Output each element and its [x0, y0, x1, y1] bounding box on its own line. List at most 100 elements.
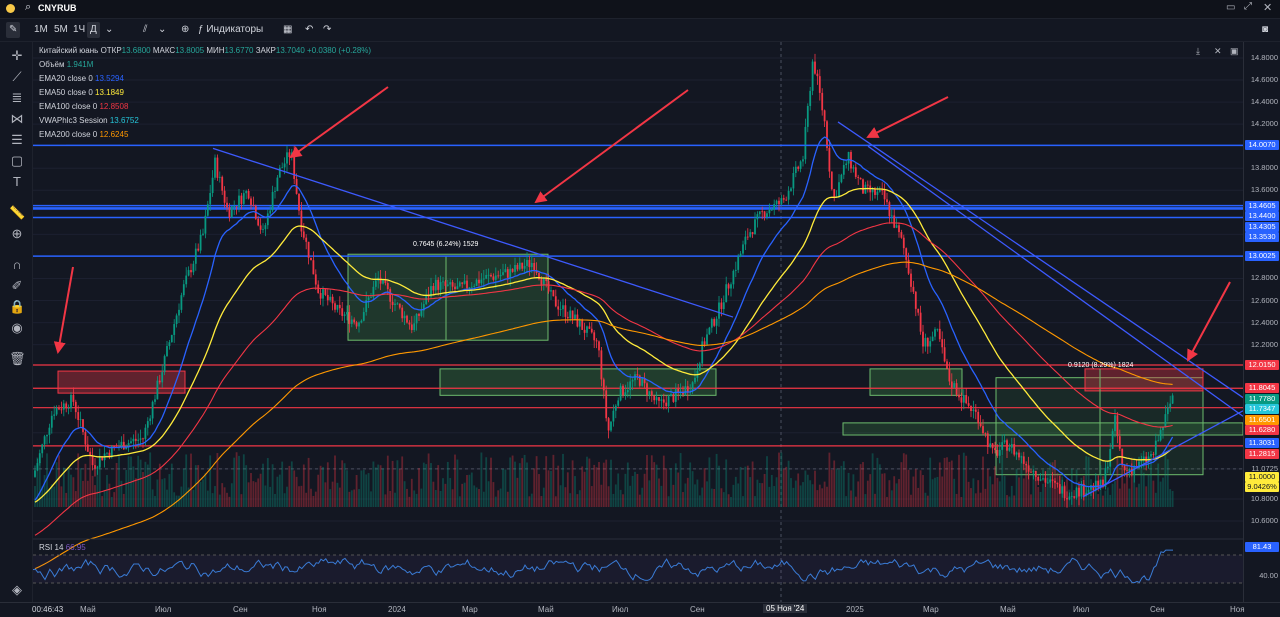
magnet-icon[interactable]: ∩ [12, 257, 22, 272]
candle-body [612, 410, 615, 422]
candle-body [883, 190, 886, 200]
time-label: 05 Ноя '24 [763, 604, 808, 613]
volume-bar [509, 457, 512, 507]
ruler-icon[interactable]: 📏 [9, 205, 26, 220]
layers-icon[interactable]: ◈ [12, 582, 22, 597]
volume-bar [1042, 483, 1044, 507]
drawing-tools-panel: ✛ ⟋ ≣ ⋈ ☰ ▢ T 📏 ⊕ ∩ ✐ 🔒 ◉ 🗑 ◈ [0, 42, 33, 602]
volume-bar [194, 465, 197, 507]
candle-body [1092, 485, 1095, 491]
trendline-icon[interactable]: ⟋ [12, 69, 22, 84]
pattern-icon[interactable]: ⋈ [10, 111, 24, 126]
volume-bar [859, 464, 862, 507]
indicators-button[interactable]: ƒ Индикаторы [195, 22, 266, 38]
candle-body [1056, 482, 1059, 485]
price-badge: 11.7347 [1245, 404, 1279, 415]
indicator-value: 12.6245 [99, 130, 129, 139]
fib-icon[interactable]: ≣ [11, 90, 23, 105]
candle-body [578, 320, 581, 327]
indicator-legend-item[interactable]: EMA100 close 0 12.8508 [39, 102, 128, 112]
chevron-down-icon[interactable]: ⌄ [158, 24, 167, 35]
interval-1h[interactable]: 1Ч [73, 24, 86, 35]
volume-bar [974, 493, 977, 507]
candle-body [874, 188, 876, 195]
interval-1m[interactable]: 1М [34, 24, 48, 35]
candle-body [50, 415, 53, 428]
interval-d[interactable]: Д [87, 22, 100, 38]
volume-bar [780, 452, 783, 507]
candle-body [180, 295, 183, 310]
candle-body [672, 394, 675, 402]
fullscreen-icon[interactable]: ▣ [1230, 46, 1239, 56]
volume-bar [936, 476, 939, 507]
volume-bar [1169, 489, 1172, 507]
volume-bar [38, 461, 41, 507]
volume-bar [1030, 494, 1032, 507]
candle-body [242, 193, 245, 204]
search-icon[interactable]: ⌕ [25, 1, 32, 13]
volume-bar [734, 476, 737, 507]
trend-line [1082, 410, 1244, 498]
volume-bar [504, 469, 507, 507]
add-indicator-icon[interactable]: ⊕ [181, 24, 190, 35]
forecast-icon[interactable]: ☰ [11, 132, 23, 147]
volume-bar [103, 490, 106, 507]
pencil-icon[interactable]: ✎ [6, 22, 21, 38]
candle-body [605, 390, 608, 419]
candle-body [662, 399, 665, 403]
indicator-legend-item[interactable]: EMA20 close 0 13.5294 [39, 74, 124, 84]
camera-icon[interactable]: ◙ [1262, 24, 1269, 35]
candle-body [946, 361, 948, 369]
price-scale[interactable]: 14.8000 14.6000 14.4000 14.2000 13.8000 13.60… [1243, 42, 1280, 602]
volume-bar [197, 465, 200, 507]
candle-body [552, 290, 555, 297]
brush-lock-icon[interactable]: ✐ [11, 278, 23, 293]
crosshair-icon[interactable]: ✛ [11, 48, 23, 63]
volume-bar [653, 462, 656, 507]
volume-bar [912, 476, 915, 507]
volume-bar [686, 477, 689, 507]
download-icon[interactable]: ⤓ [1196, 46, 1200, 56]
time-scale[interactable]: 00:46:43 Май Июл Сен Ноя 2024 Мар Май Июл Сен 05 … [0, 602, 1280, 617]
price-chart-canvas[interactable]: 0.7645 (6.24%) 1529 0.9120 (8.29%) 1824 [32, 42, 1244, 602]
chevron-down-icon[interactable]: ⌄ [105, 24, 114, 35]
chart-pane[interactable]: 0.7645 (6.24%) 1529 0.9120 (8.29%) 1824 … [32, 42, 1244, 602]
candle-body [523, 265, 526, 269]
collapse-icon[interactable]: ✕ [1214, 46, 1222, 56]
minimize-icon[interactable]: ▭ [1226, 2, 1236, 13]
candle-body [770, 209, 773, 211]
trash-icon[interactable]: 🗑 [9, 351, 26, 366]
maximize-icon[interactable]: ⤢ [1244, 1, 1252, 12]
lock-icon[interactable]: 🔒 [9, 299, 26, 314]
shapes-icon[interactable]: ▢ [10, 153, 24, 168]
interval-5m[interactable]: 5М [54, 24, 68, 35]
indicator-legend-item[interactable]: EMA50 close 0 13.1849 [39, 88, 124, 98]
moving-average-line [34, 187, 1174, 503]
candle-body [190, 270, 192, 273]
candle-body [823, 110, 826, 122]
volume-bar [670, 468, 672, 507]
candle-body [466, 280, 468, 289]
undo-icon[interactable]: ↶ [305, 24, 314, 35]
eye-icon[interactable]: ◉ [11, 320, 23, 335]
indicator-legend-item[interactable]: VWAPhlc3 Session 13.6752 [39, 116, 139, 126]
volume-bar [588, 458, 591, 507]
symbol-search[interactable]: CNYRUB [38, 3, 77, 13]
candle-body [490, 274, 492, 277]
volume-bar [775, 477, 778, 507]
layout-grid-icon[interactable]: ▦ [283, 24, 293, 35]
volume-bar [1020, 452, 1023, 507]
volume-bar [300, 485, 303, 507]
zoom-icon[interactable]: ⊕ [11, 226, 23, 241]
candle-body [386, 283, 389, 290]
indicator-legend-item[interactable]: EMA200 close 0 12.6245 [39, 130, 128, 140]
volume-bar [946, 457, 948, 507]
legend-volume[interactable]: Объём 1.941M [39, 60, 94, 69]
chart-type-icon[interactable]: ⫽ [143, 24, 148, 35]
candle-body [929, 341, 932, 347]
text-icon[interactable]: T [13, 174, 21, 189]
volume-bar [1015, 469, 1018, 507]
redo-icon[interactable]: ↷ [323, 24, 332, 35]
candle-body [970, 405, 972, 412]
close-icon[interactable]: ✕ [1263, 2, 1273, 14]
